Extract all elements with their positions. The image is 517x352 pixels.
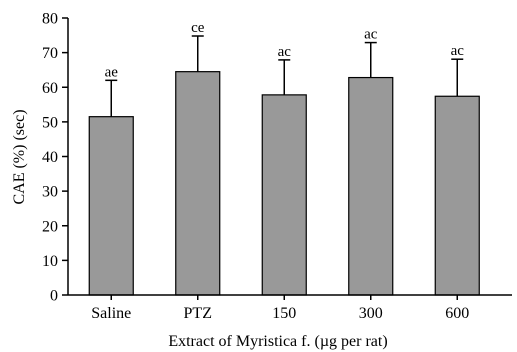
bar-ptz [175, 71, 221, 296]
bars [88, 71, 480, 296]
y-tick-label: 70 [42, 45, 58, 62]
y-tick-label: 50 [42, 114, 58, 131]
bar-300 [348, 76, 394, 296]
significance-label: ac [451, 43, 465, 59]
significance-label: ce [191, 20, 205, 36]
axes [67, 18, 512, 296]
significance-label: ac [278, 44, 292, 60]
x-tick-label: Saline [91, 305, 131, 322]
significance-label: ac [364, 27, 378, 43]
x-tick-label: PTZ [184, 305, 212, 322]
x-axis-label: Extract of Myristica f. (µg per rat) [168, 333, 387, 350]
x-axis-ticks: Saline PTZ 150 300 600 [91, 295, 469, 322]
x-tick-label: 600 [445, 305, 469, 322]
significance-labels: ae ce ac ac ac [105, 20, 465, 80]
x-tick-label: 150 [272, 305, 296, 322]
bar-150 [261, 94, 307, 296]
y-tick-label: 20 [42, 218, 58, 235]
y-tick-label: 10 [42, 253, 58, 270]
y-tick-label: 30 [42, 184, 58, 201]
y-tick-label: 60 [42, 80, 58, 97]
error-bars [105, 35, 464, 117]
significance-label: ae [105, 64, 119, 80]
y-axis-ticks: 0 10 20 30 40 50 60 70 80 [42, 11, 68, 305]
bar-saline [88, 116, 134, 296]
y-tick-label: 0 [50, 288, 58, 305]
bar-600 [434, 95, 480, 296]
y-tick-label: 80 [42, 11, 58, 28]
y-tick-label: 40 [42, 149, 58, 166]
x-tick-label: 300 [359, 305, 383, 322]
y-axis-label: CAE (%) (sec) [11, 109, 28, 204]
